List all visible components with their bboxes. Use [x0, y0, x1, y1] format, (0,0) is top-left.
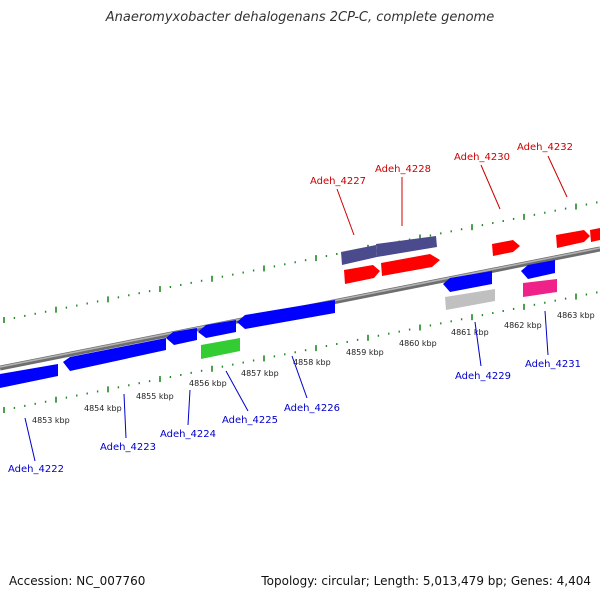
gene-label-adeh-4225[interactable]: Adeh_4225: [222, 415, 278, 426]
map-title: Anaeromyxobacter dehalogenans 2CP-C, com…: [105, 10, 495, 25]
gene-arrow-adeh-4227[interactable]: [344, 265, 380, 284]
ruler-label: 4863 kbp: [557, 311, 595, 320]
leader-line-adeh-4232: [547, 155, 568, 198]
ruler-label: 4858 kbp: [293, 358, 331, 367]
gene-label-adeh-4229[interactable]: Adeh_4229: [455, 371, 511, 382]
leader-line-adeh-4226: [291, 355, 308, 399]
gene-label-adeh-4222[interactable]: Adeh_4222: [8, 464, 64, 475]
ruler-label: 4860 kbp: [399, 339, 437, 348]
gene-label-adeh-4230[interactable]: Adeh_4230: [454, 152, 510, 163]
grey-feature[interactable]: [445, 289, 495, 310]
leader-line-adeh-4224: [187, 389, 191, 426]
ruler-label: 4861 kbp: [451, 328, 489, 337]
gene-arrow-adeh-4223[interactable]: [63, 338, 166, 371]
leader-line-adeh-4222: [24, 417, 36, 462]
ruler-label: 4857 kbp: [241, 369, 279, 378]
gene-arrow-adeh-4224[interactable]: [166, 328, 197, 345]
gene-arrow-adeh-4232[interactable]: [556, 230, 590, 248]
ruler-label: 4859 kbp: [346, 348, 384, 357]
gene-arrow-adeh-4229[interactable]: [443, 271, 492, 292]
gene-arrow-adeh-4231[interactable]: [521, 260, 555, 279]
gene-label-adeh-4224[interactable]: Adeh_4224: [160, 429, 216, 440]
leader-line-adeh-4230: [480, 164, 501, 210]
ruler-label: 4853 kbp: [32, 416, 70, 425]
inner-tick-ring: [3, 291, 598, 413]
slate-feature-1[interactable]: [341, 245, 377, 265]
leader-line-adeh-4231: [544, 310, 549, 356]
gene-label-adeh-4231[interactable]: Adeh_4231: [525, 359, 581, 370]
gene-label-adeh-4232[interactable]: Adeh_4232: [517, 142, 573, 153]
leader-line-adeh-4227: [336, 188, 355, 236]
gene-label-adeh-4227[interactable]: Adeh_4227: [310, 176, 366, 187]
leader-line-adeh-4223: [123, 393, 127, 439]
gene-arrow-adeh-4225[interactable]: [198, 320, 236, 338]
pink-feature[interactable]: [523, 279, 557, 297]
gene-arrow-adeh-4230[interactable]: [492, 240, 520, 256]
ruler-label: 4855 kbp: [136, 392, 174, 401]
gene-label-adeh-4226[interactable]: Adeh_4226: [284, 403, 340, 414]
gene-arrow-adeh-4228[interactable]: [381, 254, 440, 276]
gene-label-adeh-4223[interactable]: Adeh_4223: [100, 442, 156, 453]
leader-line-adeh-4229: [474, 321, 482, 367]
ruler-label: 4856 kbp: [189, 379, 227, 388]
green-feature[interactable]: [201, 338, 240, 359]
ruler-label: 4862 kbp: [504, 321, 542, 330]
gene-arrow-adeh-4226[interactable]: [237, 300, 335, 329]
gene-label-adeh-4228[interactable]: Adeh_4228: [375, 164, 431, 175]
genome-summary-text: Topology: circular; Length: 5,013,479 bp…: [261, 574, 591, 588]
outer-tick-ring: [3, 201, 598, 323]
leader-line-adeh-4225: [225, 370, 249, 412]
gene-arrow-adeh-4232-cont[interactable]: [590, 228, 600, 242]
ruler-label: 4854 kbp: [84, 404, 122, 413]
accession-text: Accession: NC_007760: [9, 574, 146, 588]
slate-feature-2[interactable]: [376, 236, 437, 257]
gene-arrow-adeh-4222[interactable]: [0, 364, 58, 388]
